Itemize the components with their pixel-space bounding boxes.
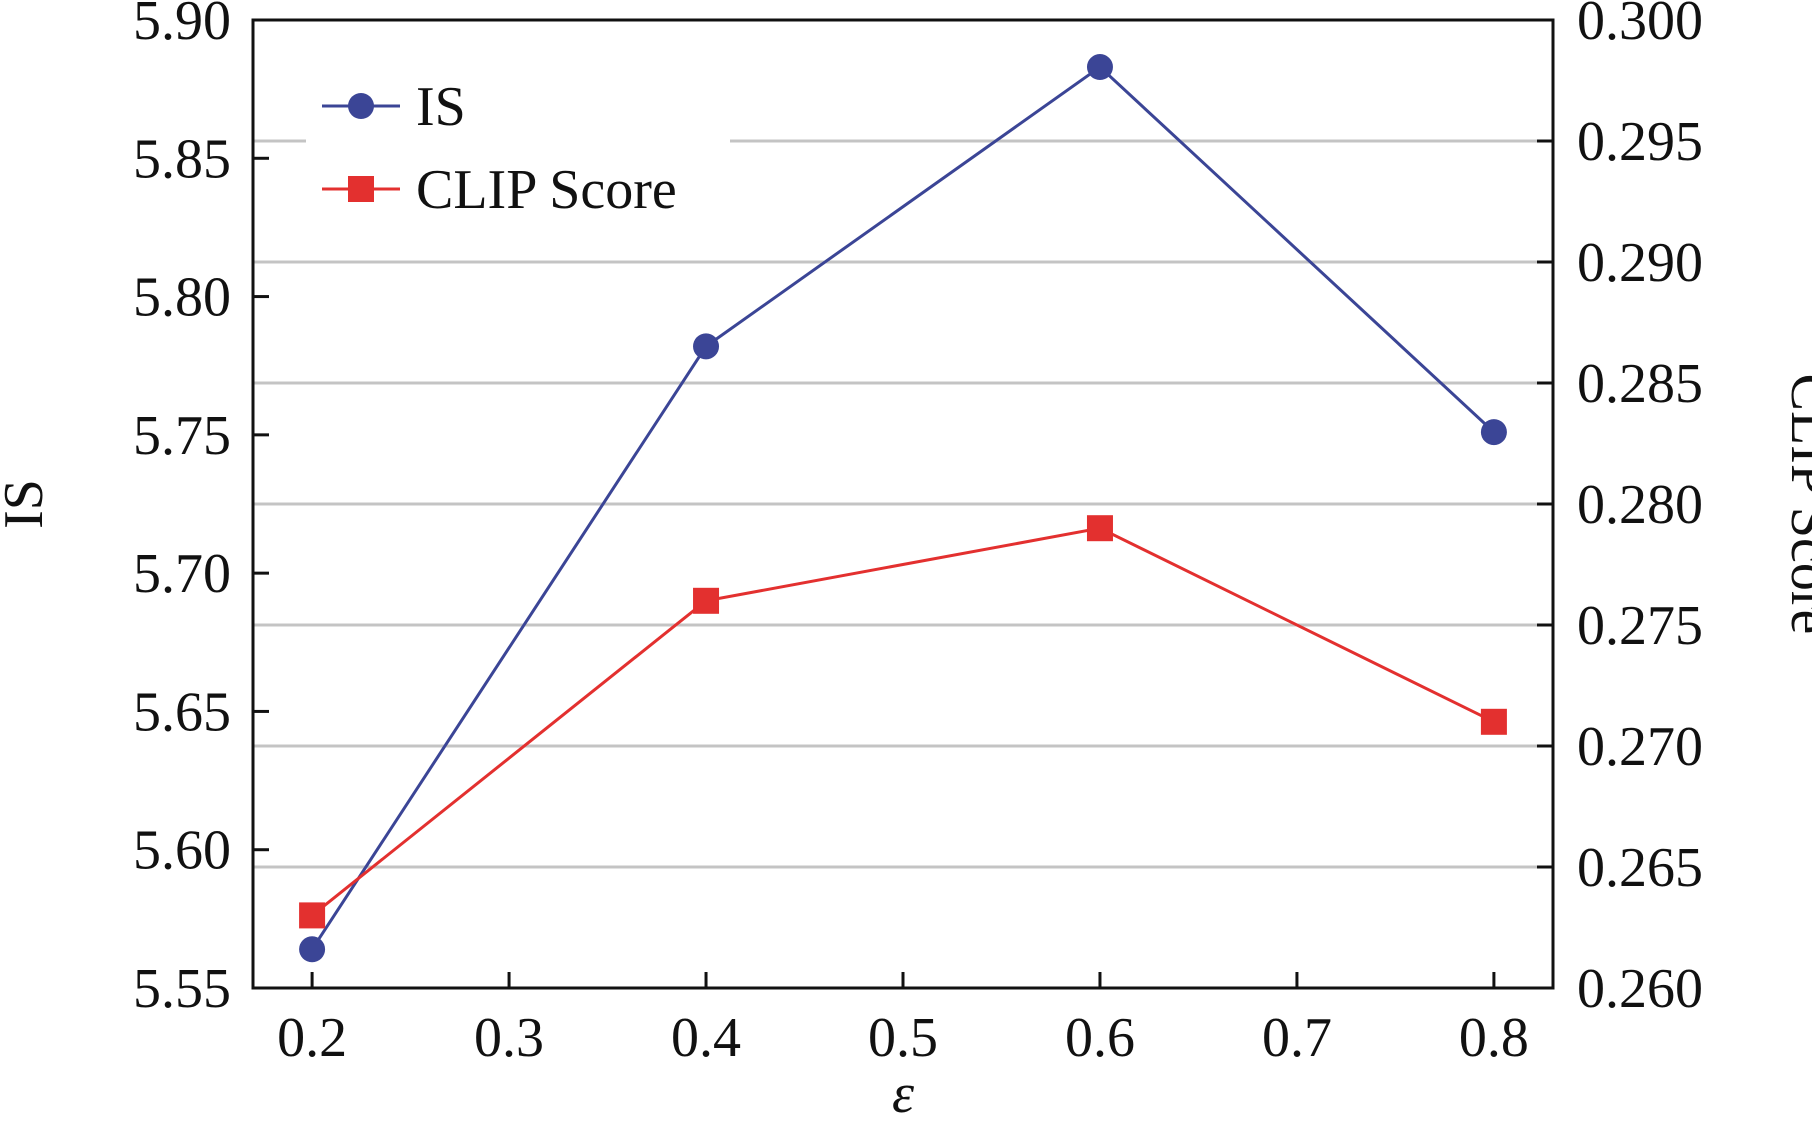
y-axis-left-title: IS bbox=[0, 479, 55, 529]
x-tick-label: 0.2 bbox=[277, 1007, 347, 1069]
y-right-tick-label: 0.270 bbox=[1577, 716, 1703, 778]
clip-score-point bbox=[1480, 708, 1507, 735]
legend-background bbox=[306, 68, 730, 224]
legend-marker-clip-score bbox=[348, 176, 374, 202]
x-tick-label: 0.8 bbox=[1459, 1007, 1529, 1069]
y-left-tick-label: 5.60 bbox=[133, 820, 231, 882]
series-layer bbox=[299, 54, 1507, 963]
legend-label-is: IS bbox=[416, 76, 466, 138]
y-right-tick-label: 0.260 bbox=[1577, 958, 1703, 1020]
y-right-tick-label: 0.300 bbox=[1577, 0, 1703, 52]
is-series-line bbox=[310, 65, 1495, 951]
legend-label-clip-score: CLIP Score bbox=[416, 159, 677, 221]
y-right-tick-label: 0.265 bbox=[1577, 837, 1703, 899]
y-right-tick-label: 0.285 bbox=[1577, 353, 1703, 415]
y-left-tick-label: 5.75 bbox=[133, 405, 231, 467]
y-right-tick-label: 0.280 bbox=[1577, 474, 1703, 536]
y-left-tick-label: 5.80 bbox=[133, 267, 231, 329]
y-left-tick-label: 5.70 bbox=[133, 543, 231, 605]
y-right-tick-label: 0.290 bbox=[1577, 232, 1703, 294]
is-point bbox=[1480, 419, 1507, 446]
y-left-tick-label: 5.55 bbox=[133, 958, 231, 1020]
y-left-tick-label: 5.65 bbox=[133, 681, 231, 743]
clip-score-point bbox=[1086, 515, 1113, 542]
x-tick-label: 0.7 bbox=[1262, 1007, 1332, 1069]
clip-score-point bbox=[299, 902, 326, 929]
y-axis-right-title: CLIP Score bbox=[1779, 374, 1812, 635]
ticks: 0.2 0.3 0.4 0.5 0.6 0.7 0.8 5.55 5.60 5.65 5.70 5.7… bbox=[133, 0, 1703, 1069]
is-point bbox=[299, 936, 326, 963]
y-left-tick-label: 5.85 bbox=[133, 128, 231, 190]
x-axis-title: ε bbox=[892, 1063, 915, 1125]
grid-lines bbox=[253, 139, 1553, 869]
y-left-tick-label: 5.90 bbox=[133, 0, 231, 52]
clip-score-point bbox=[693, 587, 720, 614]
legend-marker-is bbox=[348, 93, 374, 119]
x-tick-label: 0.5 bbox=[868, 1007, 938, 1069]
y-right-tick-label: 0.275 bbox=[1577, 595, 1703, 657]
y-right-tick-label: 0.295 bbox=[1577, 111, 1703, 173]
clip-score-series-line bbox=[311, 526, 1495, 917]
x-tick-label: 0.4 bbox=[671, 1007, 741, 1069]
legend: IS CLIP Score bbox=[322, 76, 677, 221]
is-point bbox=[693, 333, 720, 360]
is-point bbox=[1086, 54, 1113, 81]
x-tick-label: 0.6 bbox=[1065, 1007, 1135, 1069]
x-tick-label: 0.3 bbox=[474, 1007, 544, 1069]
